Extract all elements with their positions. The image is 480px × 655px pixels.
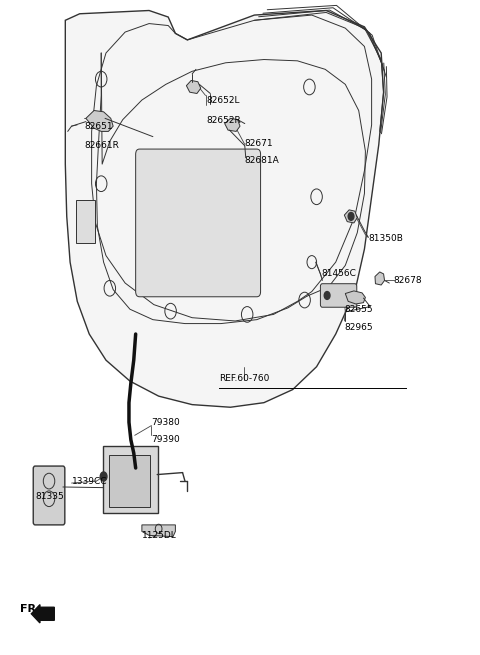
- Polygon shape: [186, 81, 201, 94]
- Polygon shape: [142, 525, 175, 536]
- Circle shape: [100, 472, 107, 481]
- Polygon shape: [345, 291, 365, 304]
- Circle shape: [348, 212, 354, 220]
- Text: 82661R: 82661R: [84, 141, 120, 150]
- Polygon shape: [375, 272, 384, 285]
- FancyBboxPatch shape: [321, 284, 357, 307]
- Text: 82652L: 82652L: [206, 96, 240, 105]
- Polygon shape: [344, 210, 357, 223]
- Text: 82965: 82965: [344, 323, 373, 332]
- Circle shape: [324, 291, 330, 299]
- Text: 79390: 79390: [152, 435, 180, 444]
- FancyBboxPatch shape: [33, 466, 65, 525]
- Text: 82651: 82651: [84, 122, 113, 132]
- FancyBboxPatch shape: [136, 149, 261, 297]
- Text: 82671: 82671: [245, 139, 274, 148]
- Text: 81335: 81335: [35, 492, 64, 500]
- FancyArrow shape: [31, 605, 54, 623]
- Text: 79380: 79380: [152, 418, 180, 427]
- Polygon shape: [65, 10, 384, 407]
- Text: FR.: FR.: [20, 603, 40, 614]
- Polygon shape: [225, 119, 240, 132]
- Text: 1339CC: 1339CC: [72, 477, 107, 485]
- Text: REF.60-760: REF.60-760: [219, 374, 269, 383]
- Bar: [76, 200, 95, 242]
- Text: 82678: 82678: [393, 276, 422, 285]
- Text: 82655: 82655: [344, 305, 373, 314]
- Text: 82681A: 82681A: [245, 157, 279, 166]
- Polygon shape: [86, 111, 113, 132]
- Text: 82652R: 82652R: [206, 116, 241, 125]
- Text: 81456C: 81456C: [322, 269, 356, 278]
- FancyBboxPatch shape: [103, 447, 158, 513]
- Text: 81350B: 81350B: [368, 234, 403, 242]
- Text: 1125DL: 1125DL: [143, 531, 177, 540]
- FancyBboxPatch shape: [109, 455, 150, 506]
